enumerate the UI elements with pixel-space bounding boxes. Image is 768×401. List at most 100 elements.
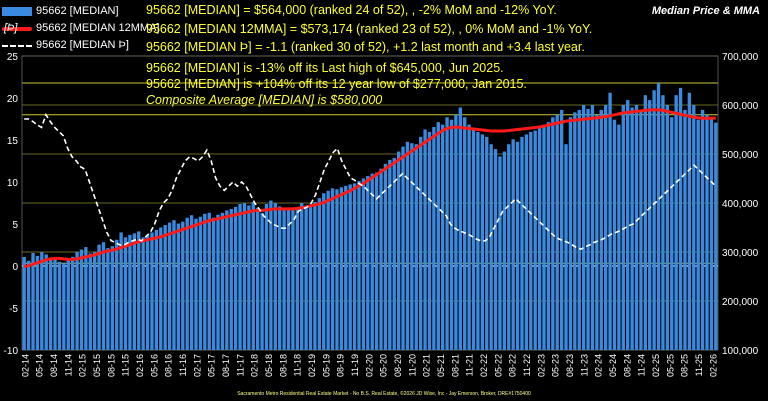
series-line-12mma xyxy=(23,108,716,269)
bar xyxy=(648,100,652,350)
y-right-tick-label: 400,000 xyxy=(722,199,759,210)
legend: 95662 [MEDIAN] 95662 [MEDIAN 12MMA] 9566… xyxy=(2,3,160,54)
bar xyxy=(458,107,462,350)
x-tick-label: 02-18 xyxy=(250,354,260,377)
bar xyxy=(53,259,57,350)
bar xyxy=(515,141,520,350)
y-left-tick-label: 10 xyxy=(7,178,19,189)
bar xyxy=(35,255,40,350)
bar xyxy=(137,231,141,350)
bar xyxy=(176,223,181,350)
legend-label-median: 95662 [MEDIAN] xyxy=(36,5,119,17)
y-right-tick-label: 300,000 xyxy=(722,248,759,259)
y-right-tick-label: 700,000 xyxy=(722,52,759,63)
x-tick-label: 05-18 xyxy=(264,354,274,377)
x-tick-label: 02-16 xyxy=(135,354,145,377)
x-tick-label: 08-22 xyxy=(508,354,518,377)
bar xyxy=(533,130,537,350)
bar xyxy=(608,92,612,350)
x-tick-label: 11-17 xyxy=(235,354,245,376)
bar xyxy=(260,212,264,350)
bar xyxy=(388,159,392,350)
legend-label-thorn: 95662 [MEDIAN Þ] xyxy=(36,39,129,51)
bar xyxy=(656,82,661,350)
x-tick-label: 05-14 xyxy=(35,354,45,377)
bar xyxy=(502,151,507,350)
x-tick-label: 08-18 xyxy=(278,354,288,377)
y-left-tick-label: 15 xyxy=(7,136,19,147)
x-tick-label: 05-23 xyxy=(551,354,561,377)
y-left-tick-label: 0 xyxy=(12,262,18,273)
x-tick-label: 02-25 xyxy=(651,354,661,377)
bar xyxy=(590,105,595,350)
bar xyxy=(128,234,132,350)
x-tick-label: 05-16 xyxy=(149,354,159,377)
bar xyxy=(361,178,366,350)
bar xyxy=(418,136,423,350)
bar xyxy=(242,203,247,350)
bar xyxy=(278,206,282,350)
bar xyxy=(229,208,233,350)
bar xyxy=(524,134,529,350)
bar xyxy=(330,188,335,350)
bar xyxy=(471,129,476,350)
x-tick-label: 02-19 xyxy=(307,354,317,377)
x-tick-label: 05-20 xyxy=(379,354,389,377)
bar xyxy=(185,217,189,350)
bar xyxy=(678,87,683,350)
bar xyxy=(612,119,617,350)
bar xyxy=(595,114,599,350)
bar xyxy=(115,239,119,350)
bar xyxy=(238,203,242,350)
bar xyxy=(568,117,573,350)
bar xyxy=(70,256,75,350)
bar xyxy=(498,156,502,350)
bar xyxy=(88,253,92,350)
x-tick-label: 05-24 xyxy=(608,354,618,377)
bar xyxy=(295,208,299,350)
bar xyxy=(529,131,533,350)
bar xyxy=(291,207,295,350)
bar xyxy=(189,215,194,350)
x-tick-label: 11-23 xyxy=(579,354,589,376)
x-tick-label: 11-15 xyxy=(121,354,131,376)
bar xyxy=(427,131,432,350)
x-tick-label: 05-17 xyxy=(207,354,217,377)
bar xyxy=(467,124,471,350)
bar xyxy=(445,117,449,350)
x-tick-label: 08-25 xyxy=(680,354,690,377)
bar xyxy=(172,220,176,350)
y-right-axis: 700,000 600,000 500,000 400,000 300,000 200,0… xyxy=(722,52,759,357)
legend-swatch-bar xyxy=(2,7,32,16)
bar xyxy=(344,185,348,350)
bar xyxy=(264,203,269,350)
x-tick-label: 11-25 xyxy=(694,354,704,376)
x-tick-label: 11-22 xyxy=(522,354,532,376)
bar xyxy=(207,212,211,350)
lines-series xyxy=(23,108,717,269)
legend-swatch-dashed-line xyxy=(2,44,32,47)
x-tick-label: 08-23 xyxy=(565,354,575,377)
bar xyxy=(352,183,357,350)
bar xyxy=(599,109,603,351)
bar xyxy=(396,151,401,350)
x-tick-label: 11-18 xyxy=(293,354,303,376)
bar xyxy=(97,244,101,350)
bar xyxy=(630,107,634,350)
bar xyxy=(410,143,414,350)
y-right-tick-label: 500,000 xyxy=(722,150,759,161)
bar xyxy=(379,168,383,350)
legend-label-12mma: 95662 [MEDIAN 12MMA] xyxy=(36,22,160,34)
x-tick-label: 08-21 xyxy=(450,354,460,377)
bar xyxy=(537,127,542,350)
bar xyxy=(233,206,238,350)
bar xyxy=(709,117,714,350)
bar xyxy=(216,214,220,350)
legend-text-thorn: 95662 [MEDIAN Þ] = -1.1 (ranked 30 of 52… xyxy=(146,40,585,54)
footer-credit: Sacramento Metro Residential Real Estate… xyxy=(237,391,531,397)
bar xyxy=(480,134,485,350)
bar xyxy=(674,95,678,350)
bar xyxy=(57,261,62,350)
legend-text-median: 95662 [MEDIAN] = $564,000 (ranked 24 of … xyxy=(146,3,557,17)
